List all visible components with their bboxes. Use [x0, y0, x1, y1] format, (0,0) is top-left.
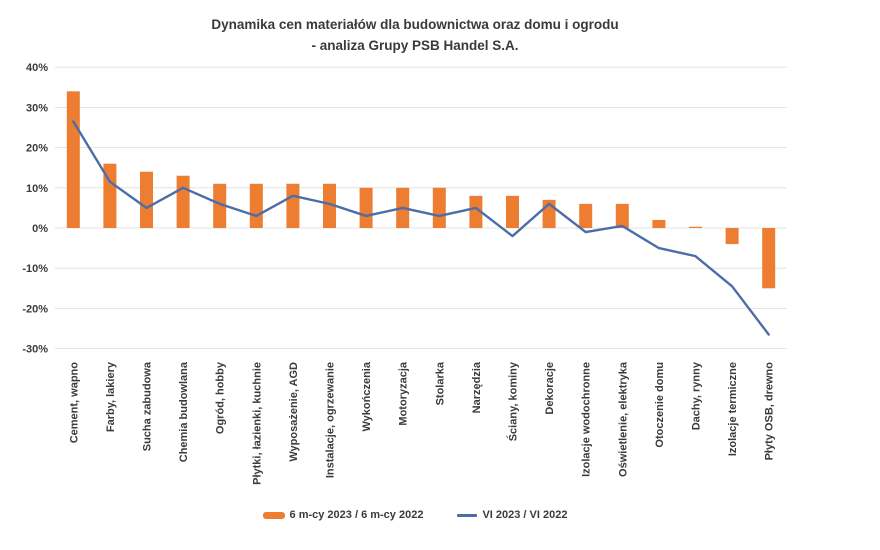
x-axis-label: Wyposażenie, AGD [288, 362, 300, 462]
line-series-label: VI 2023 / VI 2022 [482, 509, 568, 521]
bar [103, 163, 117, 228]
bar [579, 203, 593, 228]
legend-item-line: VI 2023 / VI 2022 [457, 509, 567, 521]
y-tick-label: 10% [26, 183, 48, 195]
x-axis-label: Otoczenie domu [654, 362, 666, 448]
legend-item-bars: 6 m-cy 2023 / 6 m-cy 2022 [262, 509, 424, 521]
x-axis-label: Sucha zabudowa [142, 361, 154, 451]
trend-line [72, 120, 770, 336]
x-axis-label: Farby, lakiery [105, 361, 117, 432]
chart-title-line1: Dynamika cen materiałów dla budownictwa … [211, 17, 619, 32]
x-axis-label: Cement, wapno [68, 362, 80, 444]
y-tick-label: 40% [26, 62, 48, 74]
x-axis-label: Narzędzia [471, 361, 483, 413]
x-axis-label: Płytki, łazienki, kuchnie [251, 362, 263, 485]
bar [140, 171, 153, 228]
x-axis-label: Wykończenia [361, 361, 373, 431]
x-axis-label: Ściany, kominy [507, 361, 520, 441]
bar [725, 228, 739, 245]
bar [469, 195, 483, 228]
x-axis-label: Stolarka [434, 361, 446, 405]
x-axis-label: Izolacje termiczne [727, 362, 739, 456]
bar [615, 203, 629, 228]
bar [689, 226, 702, 228]
x-axis-label: Izolacje wodochronne [581, 362, 593, 477]
y-tick-label: -30% [22, 344, 48, 356]
bar-series-label: 6 m-cy 2023 / 6 m-cy 2022 [289, 509, 424, 521]
bar [432, 187, 446, 228]
bar [323, 183, 336, 228]
y-tick-label: 0% [32, 223, 48, 235]
x-axis-label: Chemia budowlana [178, 361, 190, 462]
legend: 6 m-cy 2023 / 6 m-cy 2022 VI 2023 / VI 2… [0, 509, 830, 521]
x-axis-label: Płyty OSB, drewno [764, 362, 776, 461]
bar-series-swatch [262, 511, 285, 519]
bar [66, 91, 80, 228]
y-tick-label: 30% [26, 102, 48, 114]
y-tick-label: -10% [22, 263, 48, 275]
bar [176, 175, 190, 228]
bar [213, 183, 227, 228]
x-axis-label: Dachy, rynny [691, 361, 703, 430]
x-axis-label: Ogród, hobby [215, 361, 227, 434]
bar [359, 187, 373, 228]
y-tick-label: -20% [22, 303, 48, 315]
x-axis-label: Oświetlenie, elektryka [617, 361, 629, 477]
x-axis-label: Instalacje, ogrzewanie [325, 362, 337, 478]
x-axis-label: Dekoracje [544, 362, 556, 415]
bar [652, 219, 666, 228]
bar [249, 183, 263, 228]
y-tick-label: 20% [26, 143, 48, 155]
chart-title: Dynamika cen materiałów dla budownictwa … [0, 14, 830, 56]
bar [506, 195, 519, 228]
bar [762, 228, 776, 289]
chart-title-line2: - analiza Grupy PSB Handel S.A. [311, 38, 519, 53]
line-series-swatch [457, 513, 478, 517]
bar [286, 183, 300, 228]
x-axis-label: Motoryzacja [398, 361, 410, 425]
